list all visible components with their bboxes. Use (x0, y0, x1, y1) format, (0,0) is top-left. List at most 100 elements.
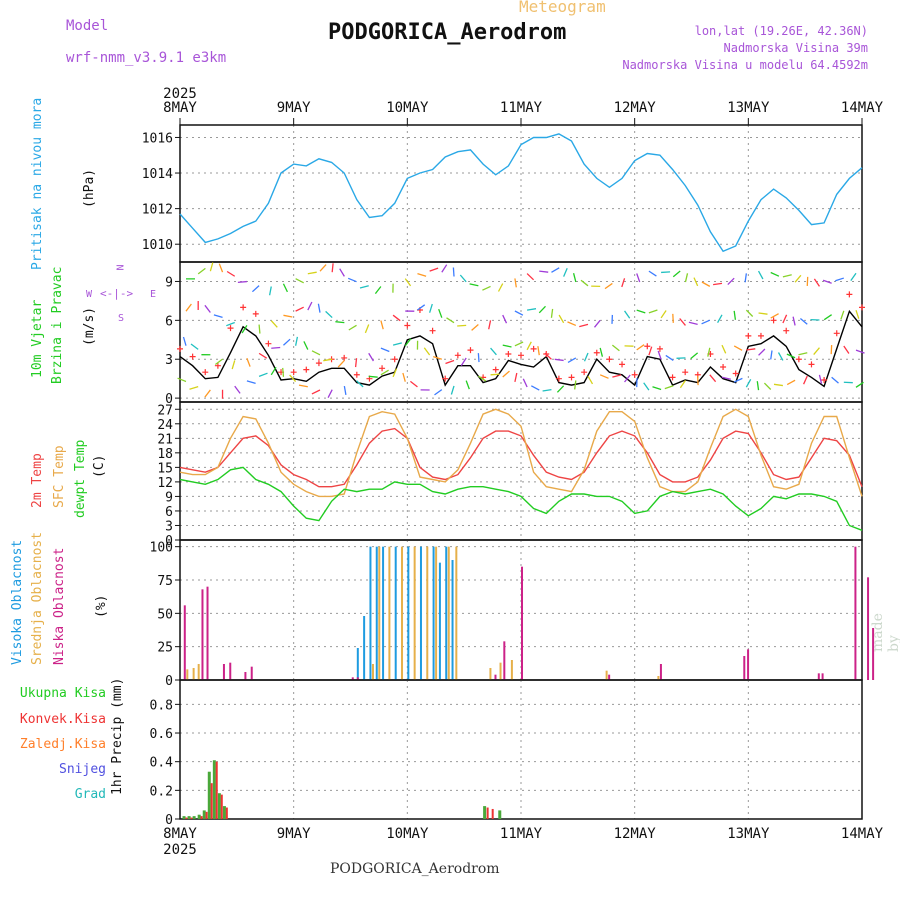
wind-arrow (417, 304, 426, 311)
clouds-tick-label: 100 (150, 541, 173, 556)
wind-arrow (190, 343, 199, 350)
wind-arrow (822, 279, 832, 284)
cloud-mid-bar (435, 546, 438, 680)
wind-arrow (624, 374, 631, 383)
cloud-low-bar (521, 566, 523, 680)
wind-arrow (215, 358, 223, 366)
cloud-mid-bar (401, 546, 404, 680)
wind-arrow (786, 353, 796, 359)
wind-arrow (522, 378, 528, 388)
wind-arrow (490, 373, 500, 376)
cloud-mid-bar (197, 664, 200, 680)
wind-arrow (343, 385, 347, 396)
wind-arrow (684, 273, 689, 283)
top-day-label: 13MAY (727, 100, 770, 116)
wind-arrow (661, 271, 671, 274)
gust-marker (821, 376, 828, 383)
wind-arrow (514, 310, 524, 316)
temperature-series-2 (179, 466, 863, 531)
clouds-tick-label: 50 (157, 607, 173, 622)
wind-arrow (204, 304, 211, 313)
wind-tick-label: 6 (165, 314, 173, 329)
wind-arrow (417, 273, 427, 277)
wind-arrow (746, 348, 756, 351)
gust-marker (555, 375, 562, 382)
temperature-tick-label: 15 (157, 461, 173, 476)
wind-arrow (282, 283, 288, 293)
temperature-tick-label: 12 (157, 476, 173, 491)
wind-arrow (542, 388, 552, 392)
wind-arrow (770, 350, 773, 360)
temperature-tick-label: 24 (157, 418, 173, 433)
cloud-high-bar (438, 562, 441, 680)
top-year-label: 2025 (163, 86, 197, 102)
cloud-high-bar (432, 546, 435, 680)
bottom-day-label: 13MAY (727, 826, 770, 842)
cloud-low-bar (244, 672, 247, 680)
temperature-tick-label: 18 (157, 447, 173, 462)
cloud-mid-bar (388, 546, 391, 680)
gust-marker (720, 364, 727, 370)
altitude-info: Nadmorska Visina 39m (723, 41, 869, 55)
gust-marker (189, 353, 196, 360)
wind-arrow (733, 345, 743, 351)
cloud-mid-bar (413, 546, 416, 680)
wind-arrow (550, 308, 554, 318)
wind-arrow (612, 374, 622, 378)
wind-arrow (327, 389, 333, 398)
cloud-high-bar (445, 546, 448, 680)
precip-graupel-title: Grad (74, 787, 106, 802)
wind-arrow (574, 380, 577, 390)
temperature-tick-label: 21 (157, 432, 173, 447)
precip-tick-label: 0.4 (150, 756, 174, 771)
wind-arrow (745, 378, 752, 388)
wind-arrow (246, 357, 251, 367)
bottom-day-label: 9MAY (277, 826, 311, 842)
precip-tick-label: 0.8 (150, 698, 173, 713)
temperature-tick-label: 6 (165, 505, 173, 520)
gust-marker (795, 356, 802, 363)
temperature-tick-label: 9 (165, 490, 173, 505)
wind-arrow (441, 264, 448, 273)
clouds-tick-label: 0 (165, 674, 173, 689)
wind-arrow (727, 277, 735, 286)
wind-arrow (347, 277, 357, 283)
precip-total-bar (483, 806, 487, 819)
wind-arrow (423, 347, 431, 356)
cloud-low-bar (206, 586, 209, 680)
cloud-low-bar (183, 605, 186, 680)
wind-arrow (354, 358, 358, 368)
wind-arrow (294, 336, 299, 346)
gust-marker (833, 330, 840, 337)
wind-arrow (514, 341, 524, 347)
cloud-high-bar (451, 560, 454, 680)
compass-east: E (150, 289, 157, 300)
wind-arrow (325, 310, 333, 319)
precip-conv-bar (220, 794, 223, 819)
wind-arrow (446, 317, 455, 324)
wind-arrow (530, 385, 540, 391)
wind-arrow (410, 380, 418, 388)
gust-marker (745, 332, 752, 339)
precip-total-bar (217, 793, 221, 819)
wind-arrow (226, 270, 236, 277)
wind-arrow (770, 271, 780, 277)
wind-arrow (471, 323, 479, 331)
wind-arrow (693, 277, 699, 287)
cloud-mid-bar (455, 546, 458, 680)
lonlat-info: lon,lat (19.26E, 42.36N) (694, 24, 868, 38)
precip-tick-label: 0.2 (150, 784, 173, 799)
wind-arrow (380, 347, 390, 353)
wind-arrow (282, 367, 285, 377)
wind-arrow (307, 301, 313, 311)
cloud-low-bar (229, 662, 232, 680)
wind-arrow (744, 273, 748, 283)
wind-arrow (182, 336, 187, 346)
precip-total-bar (222, 806, 226, 819)
wind-arrow (311, 389, 321, 395)
wind-arrow (488, 320, 492, 330)
top-day-label: 12MAY (614, 100, 657, 116)
wind-arrow (782, 314, 788, 324)
wind-arrow (611, 344, 620, 352)
clouds-tick-label: 75 (157, 574, 173, 589)
